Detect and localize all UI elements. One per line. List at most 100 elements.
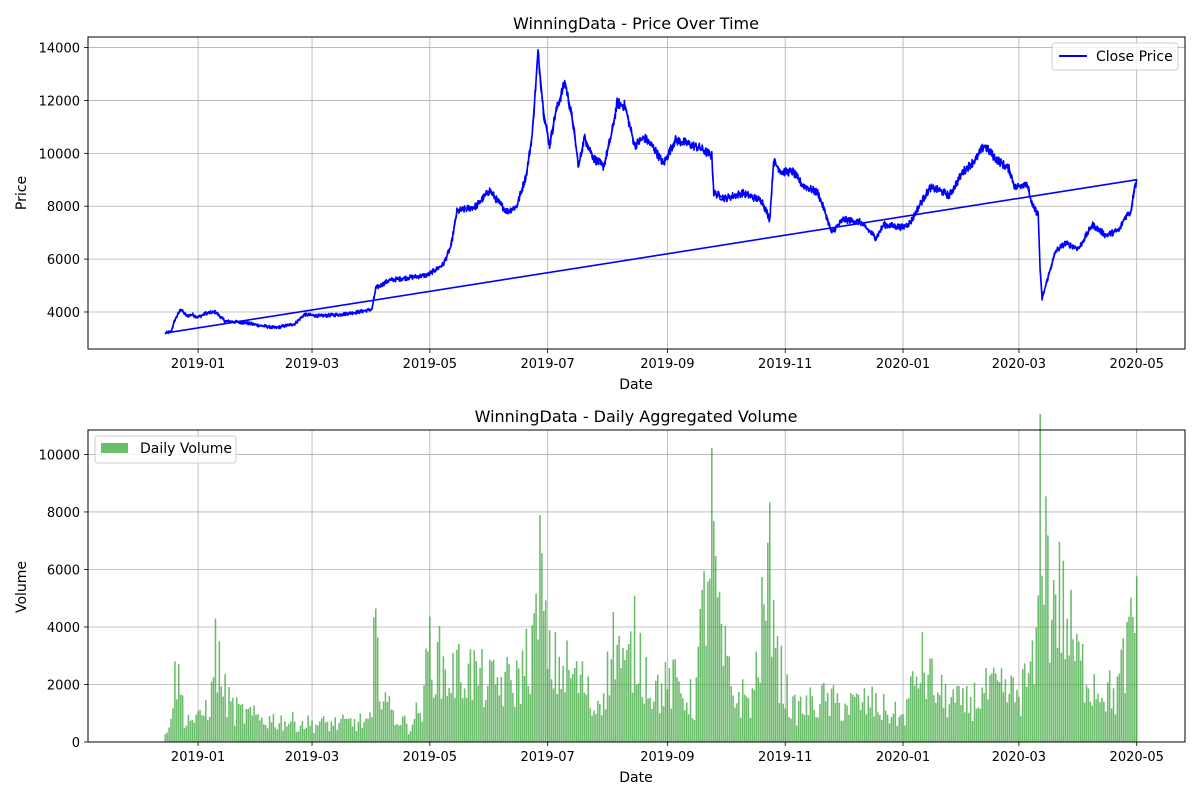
volume-bar xyxy=(718,591,721,742)
volume-bar xyxy=(494,684,497,742)
volume-axis-ticks: 2019-01 2019-03 2019-05 2019-07 2019-09 2019-… xyxy=(39,448,1164,765)
volume-bar xyxy=(940,674,943,742)
volume-bar xyxy=(380,709,383,742)
volume-bar xyxy=(643,703,645,742)
volume-bar xyxy=(448,687,450,742)
volume-bar xyxy=(583,692,586,742)
volume-bar xyxy=(498,695,501,742)
volume-bar xyxy=(496,677,499,742)
volume-bar xyxy=(288,723,290,742)
plot-frame xyxy=(87,36,1186,350)
volume-bar xyxy=(461,698,464,742)
volume-bar xyxy=(1091,705,1094,742)
volume-bar xyxy=(326,721,329,742)
volume-bar xyxy=(647,698,649,742)
volume-bar xyxy=(987,699,989,742)
volume-bar xyxy=(608,695,611,742)
volume-bar xyxy=(1087,688,1090,742)
volume-bar xyxy=(975,708,978,742)
volume-bar xyxy=(212,677,215,742)
volume-bar xyxy=(291,712,294,742)
volume-bar xyxy=(523,676,526,742)
x-tick-label: 2020-01 xyxy=(876,750,930,765)
volume-bar xyxy=(340,718,342,742)
volume-bar xyxy=(1054,594,1057,742)
volume-bar xyxy=(994,673,997,742)
y-tick-label: 0 xyxy=(72,736,80,751)
volume-bar xyxy=(434,694,437,742)
volume-bar xyxy=(720,623,723,742)
volume-bar xyxy=(998,682,1001,742)
volume-bar xyxy=(900,714,902,742)
volume-bar xyxy=(257,713,259,742)
x-tick-label: 2020-01 xyxy=(876,357,930,372)
volume-bar xyxy=(867,695,870,742)
volume-bar xyxy=(365,718,367,742)
volume-bar xyxy=(1076,633,1078,742)
volume-bar xyxy=(1058,541,1061,742)
volume-bar xyxy=(425,648,427,742)
volume-bar xyxy=(709,578,711,742)
volume-bar xyxy=(913,685,916,742)
volume-bar xyxy=(1093,674,1095,742)
volume-bar xyxy=(378,701,381,742)
volume-bar xyxy=(392,710,394,742)
x-axis-label: Date xyxy=(619,770,652,786)
price-grid xyxy=(88,37,1185,349)
volume-bar xyxy=(801,713,804,742)
volume-bar xyxy=(1099,702,1101,742)
volume-bar xyxy=(782,703,785,742)
volume-bar xyxy=(989,675,991,742)
volume-bar xyxy=(685,702,688,742)
volume-bar xyxy=(373,617,375,742)
volume-bar xyxy=(172,708,174,742)
y-tick-label: 4000 xyxy=(47,621,80,636)
y-tick-label: 10000 xyxy=(39,147,80,162)
volume-bar xyxy=(512,692,514,742)
volume-bar xyxy=(1014,702,1016,742)
volume-bar xyxy=(979,708,982,742)
volume-bar xyxy=(222,696,224,742)
volume-bar xyxy=(1022,669,1024,742)
volume-bar xyxy=(728,656,730,742)
volume-bar xyxy=(846,705,848,742)
volume-bar xyxy=(1097,693,1099,742)
volume-bar xyxy=(691,718,694,742)
volume-bar xyxy=(1085,685,1088,742)
volume-bar xyxy=(398,725,400,742)
volume-bar xyxy=(1045,496,1047,742)
volume-bar xyxy=(749,717,752,742)
x-tick-label: 2019-03 xyxy=(285,750,339,765)
volume-bar xyxy=(908,698,910,742)
volume-bar xyxy=(1114,714,1117,742)
volume-bar xyxy=(674,659,676,742)
volume-bar xyxy=(919,683,922,742)
volume-bar xyxy=(1018,696,1020,742)
volume-bar xyxy=(1027,672,1030,742)
volume-bar xyxy=(251,715,253,742)
volume-bar xyxy=(664,661,667,742)
volume-bar xyxy=(394,724,396,742)
volume-bar xyxy=(765,620,767,742)
volume-bar xyxy=(1072,639,1074,742)
volume-bar xyxy=(776,636,779,742)
x-tick-label: 2019-01 xyxy=(171,357,225,372)
volume-bar xyxy=(320,718,323,742)
volume-bar xyxy=(778,703,781,742)
volume-bar xyxy=(1023,663,1026,742)
volume-bar xyxy=(535,593,537,742)
volume-bar xyxy=(952,689,955,742)
y-tick-label: 6000 xyxy=(47,253,80,268)
x-tick-label: 2019-03 xyxy=(285,357,339,372)
volume-bar xyxy=(485,700,487,742)
volume-bar xyxy=(521,650,524,742)
volume-bar xyxy=(738,691,740,742)
volume-bar xyxy=(346,718,348,742)
volume-bar xyxy=(767,542,769,742)
volume-bar xyxy=(1052,580,1055,742)
legend-frame xyxy=(94,435,237,464)
volume-bar xyxy=(869,707,871,742)
volume-bar xyxy=(176,699,178,742)
volume-bar xyxy=(508,664,510,742)
